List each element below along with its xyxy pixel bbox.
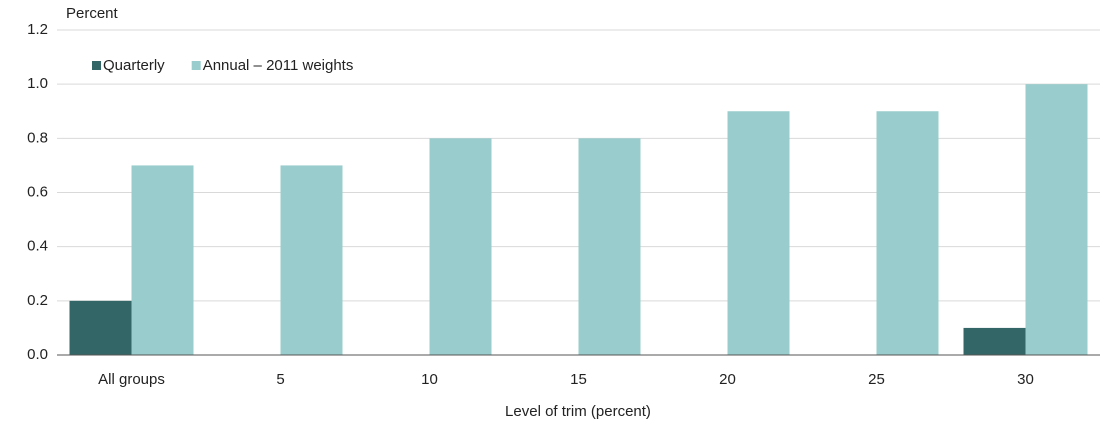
bar (429, 138, 492, 355)
x-tick-label: 5 (276, 371, 284, 388)
bar (280, 165, 343, 355)
y-tick-label: 0.4 (27, 238, 48, 255)
x-tick-label: 30 (1017, 371, 1034, 388)
bar (727, 111, 790, 355)
x-axis-label: Level of trim (percent) (505, 403, 651, 420)
x-tick-label: All groups (98, 371, 165, 388)
x-tick-label: 15 (570, 371, 587, 388)
bar (876, 111, 939, 355)
legend-swatch (191, 61, 201, 70)
legend-swatch (92, 61, 101, 70)
y-tick-label: 0.6 (27, 183, 48, 200)
bar (963, 327, 1026, 355)
bar (69, 300, 132, 355)
y-tick-label: 1.0 (27, 75, 48, 92)
x-tick-label: 25 (868, 371, 885, 388)
legend-label: Quarterly (103, 57, 165, 74)
y-axis-label: Percent (66, 5, 119, 22)
bar (578, 138, 641, 355)
bar (1025, 84, 1088, 356)
x-tick-label: 20 (719, 371, 736, 388)
y-tick-label: 1.2 (27, 21, 48, 38)
y-tick-label: 0.0 (27, 346, 48, 363)
x-tick-label: 10 (421, 371, 438, 388)
legend-label: Annual – 2011 weights (203, 57, 354, 74)
y-tick-label: 0.2 (27, 292, 48, 309)
y-tick-label: 0.8 (27, 129, 48, 146)
bar (131, 165, 194, 355)
